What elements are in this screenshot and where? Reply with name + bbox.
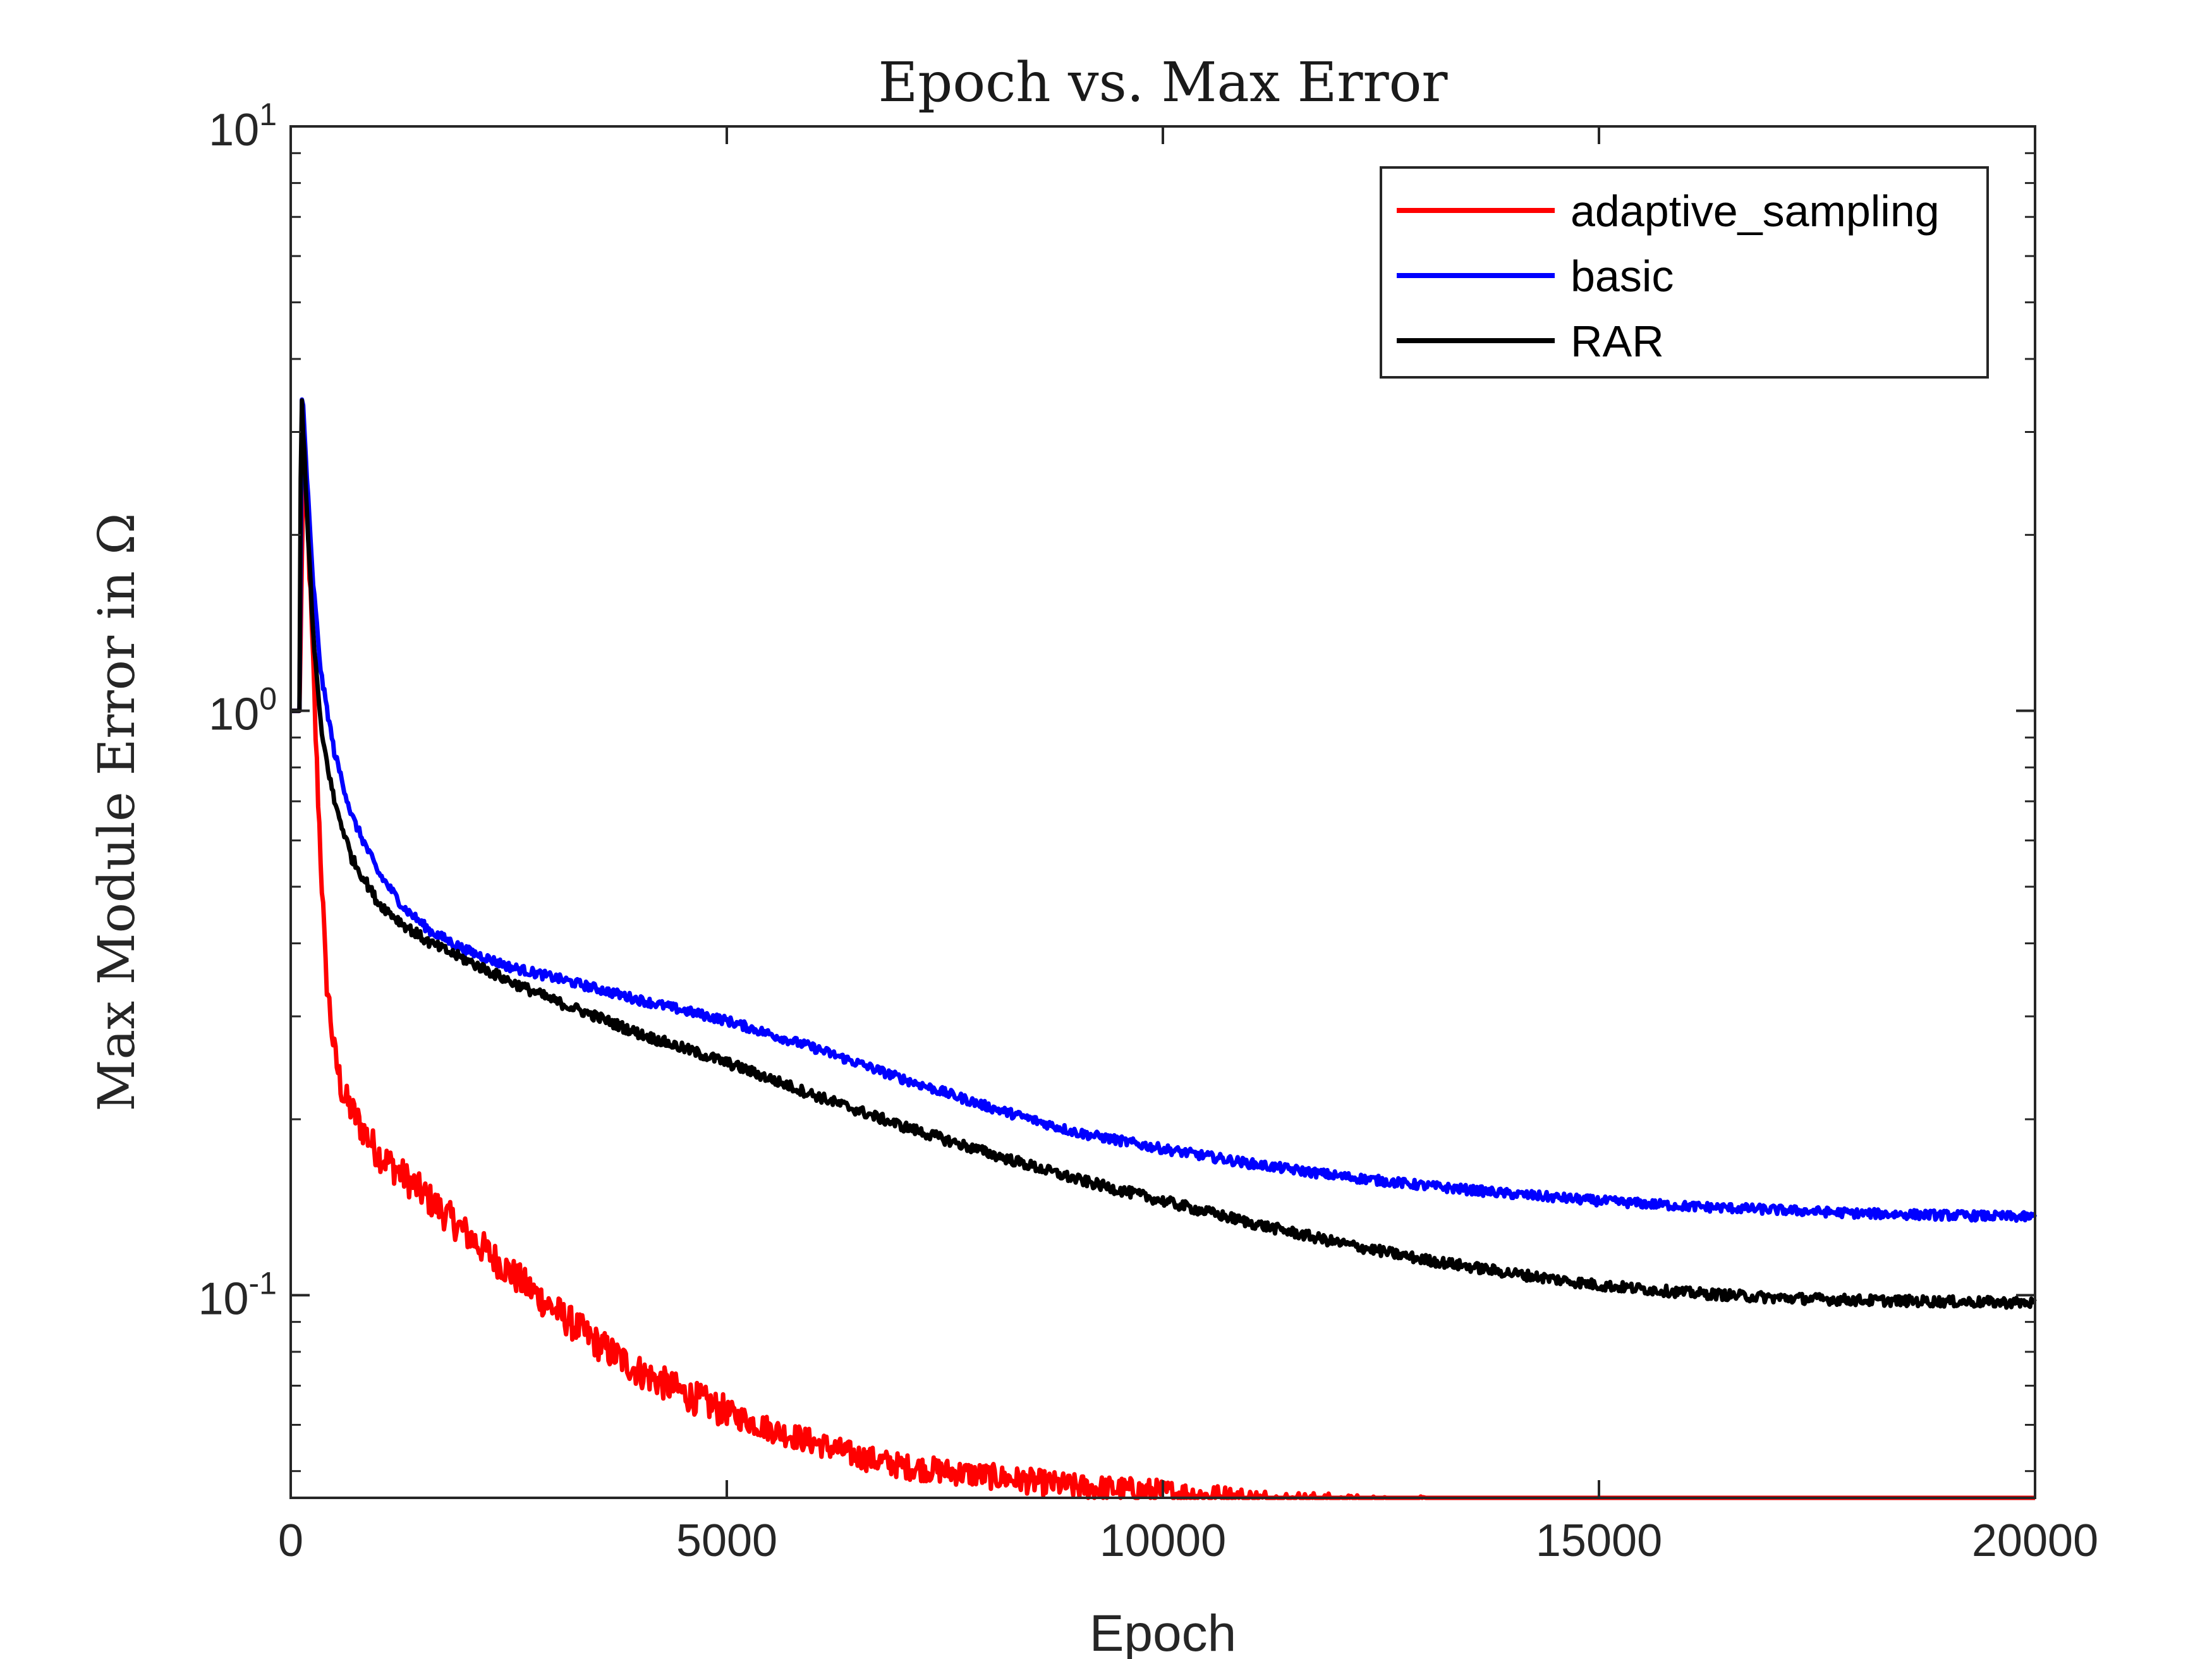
x-axis-label: Epoch (1090, 1605, 1237, 1659)
y-tick-label: 10-1 (198, 1265, 277, 1324)
legend-label-rar: RAR (1571, 317, 1664, 366)
legend: adaptive_sampling basic RAR (1380, 166, 1989, 379)
x-tick-label: 5000 (676, 1516, 777, 1566)
x-tick-label: 0 (278, 1516, 303, 1566)
x-tick-label: 10000 (1100, 1516, 1226, 1566)
chart-title: Epoch vs. Max Error (878, 51, 1449, 114)
legend-label-basic: basic (1571, 252, 1674, 301)
series-line-basic (289, 397, 2038, 1223)
y-axis-label: Max Module Error in Ω (87, 513, 146, 1112)
y-tick-label: 101 (209, 97, 277, 155)
y-tick-label: 100 (209, 681, 277, 740)
legend-label-adaptive-sampling: adaptive_sampling (1571, 186, 1940, 236)
ticks-layer: 0 5000 10000 15000 20000 101 100 10-1 (198, 97, 2098, 1566)
series-line-rar (289, 398, 2037, 1310)
x-tick-label: 15000 (1536, 1516, 1662, 1566)
x-tick-label: 20000 (1972, 1516, 2098, 1566)
